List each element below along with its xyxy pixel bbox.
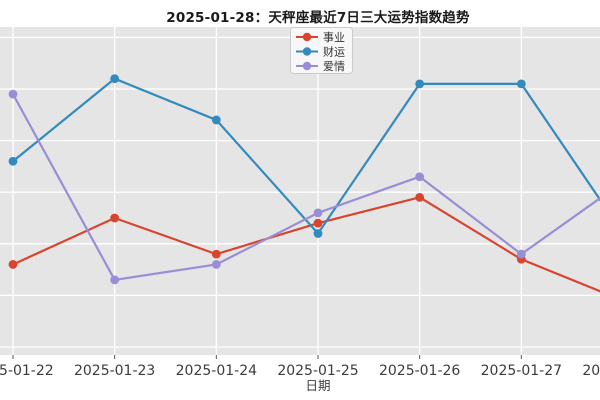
legend-love-label: 爱情 [323,60,345,73]
series-career-marker [8,260,18,269]
chart-title: 2025-01-28：天秤座最近7日三大运势指数趋势 [166,10,470,26]
series-wealth [8,74,600,238]
series-love-marker [110,275,120,285]
series-wealth-marker [110,74,120,84]
series-wealth-marker [415,79,425,89]
legend-wealth-marker-icon [302,47,312,56]
series-love [8,89,600,285]
x-axis-label: 日期 [305,378,330,393]
series-love-marker [8,89,18,99]
series-career-marker [415,192,425,202]
series-love-marker [313,208,323,218]
x-tick-label: 2025-01-26 [379,363,460,379]
plot-area [0,27,600,355]
legend-career-label: 事业 [323,31,345,44]
legend-career-marker-icon [302,32,312,42]
x-tick-label: 2025-01-28 [582,363,600,379]
series-career-marker [211,249,221,259]
series-wealth-marker [313,229,323,238]
series-career-marker [110,213,120,223]
series-career-marker [313,218,323,228]
series-wealth-marker [516,79,526,89]
x-tick-label: 2025-01-22 [0,363,54,379]
legend-love-marker-icon [302,61,312,71]
x-tick-label: 2025-01-23 [74,363,155,379]
series-wealth-marker [8,156,18,166]
series-love-marker [415,172,425,182]
x-tick-label: 2025-01-24 [176,363,257,379]
series-love-marker [516,249,526,259]
series-wealth-marker [211,115,221,125]
x-tick-label: 2025-01-27 [481,363,562,379]
x-tick-label: 2025-01-25 [277,363,358,379]
legend-wealth-label: 财运 [323,45,345,59]
series-love-marker [211,260,221,269]
